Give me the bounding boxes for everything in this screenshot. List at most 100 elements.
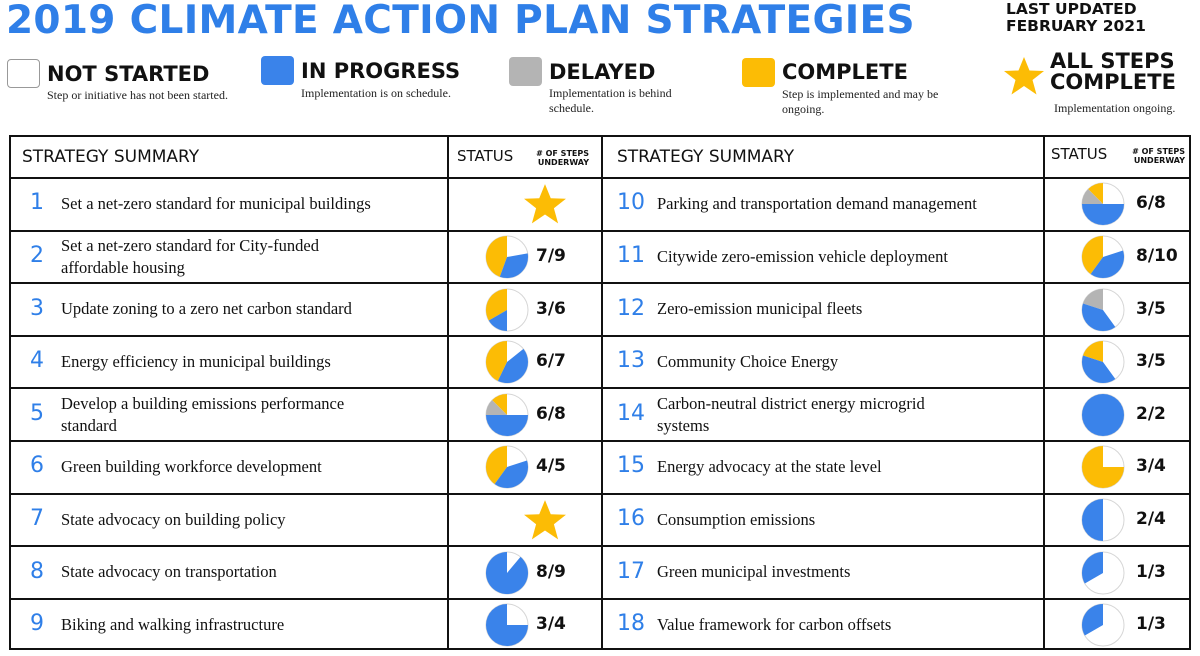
strategy-summary-text: Value framework for carbon offsets [657, 614, 891, 636]
summary-header: STRATEGY SUMMARY [617, 147, 795, 167]
steps-underway: 3/4 [536, 614, 566, 635]
in-progress-slice [1082, 551, 1103, 583]
strategy-summary-line: Citywide zero-emission vehicle deploymen… [657, 246, 948, 266]
strategy-number: 2 [30, 242, 44, 268]
in-progress-slice [486, 414, 528, 436]
status-pie [485, 603, 529, 647]
yellow-swatch [742, 58, 775, 87]
delayed-slice [1082, 189, 1103, 205]
strategy-table: STRATEGY SUMMARY STATUS # OF STEPS UNDER… [9, 135, 1191, 650]
steps-header-line: # OF STEPS [1132, 147, 1185, 156]
row-divider [601, 545, 1191, 548]
strategy-summary-line: Biking and walking infrastructure [61, 615, 285, 635]
row-divider [601, 334, 1191, 337]
row-divider [11, 492, 601, 495]
steps-underway: 3/5 [1136, 298, 1166, 319]
strategy-number: 5 [30, 400, 44, 426]
in-progress-slice [1082, 604, 1103, 636]
steps-underway: 3/5 [1136, 351, 1166, 372]
strategy-summary: Value framework for carbon offsets [657, 601, 1041, 650]
strategy-summary: Set a net-zero standard for City-funded a… [61, 233, 441, 282]
strategy-number: 12 [617, 295, 645, 321]
strategy-summary-text: Consumption emissions [657, 509, 815, 531]
legend-label: NOT STARTED [47, 62, 210, 86]
last-updated-label: LAST UPDATED [1006, 0, 1137, 18]
status-pie [1081, 235, 1125, 279]
status-pie [1081, 445, 1125, 489]
white-swatch [7, 59, 40, 88]
strategy-number: 13 [617, 348, 645, 374]
row-divider [11, 334, 601, 337]
strategy-number: 4 [30, 348, 44, 374]
row-divider [11, 387, 601, 390]
strategy-summary-line: standard [61, 415, 117, 435]
steps-underway: 4/5 [536, 456, 566, 477]
steps-header-line: UNDERWAY [1133, 156, 1185, 165]
steps-underway: 3/6 [536, 298, 566, 319]
row-divider [11, 440, 601, 442]
strategy-summary: Set a net-zero standard for municipal bu… [61, 180, 441, 229]
strategy-summary: Green municipal investments [657, 548, 1041, 597]
strategy-summary: Update zoning to a zero net carbon stand… [61, 285, 441, 334]
strategy-number: 9 [30, 611, 44, 637]
status-pie [485, 445, 529, 489]
summary-header: STRATEGY SUMMARY [22, 147, 200, 167]
strategy-summary-text: Biking and walking infrastructure [61, 614, 284, 636]
legend-desc: Step is implemented and may be ongoing. [782, 87, 939, 116]
status-header: STATUS [1051, 145, 1108, 163]
in-progress-slice [486, 604, 528, 647]
strategy-summary: Parking and transportation demand manage… [657, 180, 1041, 229]
in-progress-slice [499, 253, 528, 278]
steps-header-line: UNDERWAY [537, 158, 589, 167]
complete-slice [1088, 183, 1103, 205]
status-pie [485, 235, 529, 279]
status-pie [1081, 393, 1125, 437]
in-progress-slice [1082, 498, 1103, 541]
divider [1043, 137, 1045, 648]
in-progress-slice [486, 551, 528, 594]
row-divider [601, 229, 1191, 232]
strategy-summary: Energy advocacy at the state level [657, 443, 1041, 492]
steps-underway: 8/9 [536, 561, 566, 582]
strategy-summary-text: Energy advocacy at the state level [657, 456, 882, 478]
strategy-summary-line: Set a net-zero standard for City-funded [61, 235, 319, 255]
steps-underway: 6/7 [536, 351, 566, 372]
row-divider [11, 597, 601, 600]
strategy-summary-text: Develop a building emissions performance… [61, 393, 344, 437]
strategy-summary: Community Choice Energy [657, 338, 1041, 387]
strategy-summary-line: affordable housing [61, 257, 185, 277]
in-progress-slice [1090, 250, 1124, 278]
legend-desc: Implementation ongoing. [1054, 101, 1176, 115]
in-progress-slice [1082, 393, 1124, 436]
row-divider [11, 177, 1189, 179]
in-progress-slice [488, 309, 507, 331]
strategy-summary-text: Carbon-neutral district energy microgrid… [657, 393, 925, 437]
complete-slice [1082, 235, 1103, 274]
complete-slice [486, 288, 507, 320]
strategy-summary: State advocacy on transportation [61, 548, 441, 597]
strategy-summary-text: Green municipal investments [657, 561, 850, 583]
row-divider [601, 387, 1191, 390]
strategy-summary: Citywide zero-emission vehicle deploymen… [657, 233, 1041, 282]
complete-slice [1082, 446, 1124, 489]
in-progress-slice [1082, 303, 1116, 331]
strategy-summary-text: Update zoning to a zero net carbon stand… [61, 298, 352, 320]
status-pie [485, 551, 529, 594]
legend-label-line: COMPLETE [1050, 70, 1176, 94]
strategy-summary: Energy efficiency in municipal buildings [61, 338, 441, 387]
strategy-number: 10 [617, 190, 645, 216]
status-pie [485, 340, 529, 384]
strategy-summary-line: Update zoning to a zero net carbon stand… [61, 299, 352, 319]
in-progress-slice [1082, 204, 1124, 226]
in-progress-slice [1082, 355, 1116, 384]
legend-desc: Step or initiative has not been started. [47, 88, 228, 102]
status-pie [1081, 288, 1125, 331]
strategy-summary: Green building workforce development [61, 443, 441, 492]
strategy-number: 7 [30, 505, 44, 531]
strategy-number: 16 [617, 505, 645, 531]
steps-header-line: # OF STEPS [536, 149, 589, 158]
divider [601, 137, 603, 648]
steps-header: # OF STEPS UNDERWAY [1125, 147, 1185, 165]
page-title: 2019 CLIMATE ACTION PLAN STRATEGIES [6, 0, 915, 43]
steps-underway: 6/8 [536, 403, 566, 424]
